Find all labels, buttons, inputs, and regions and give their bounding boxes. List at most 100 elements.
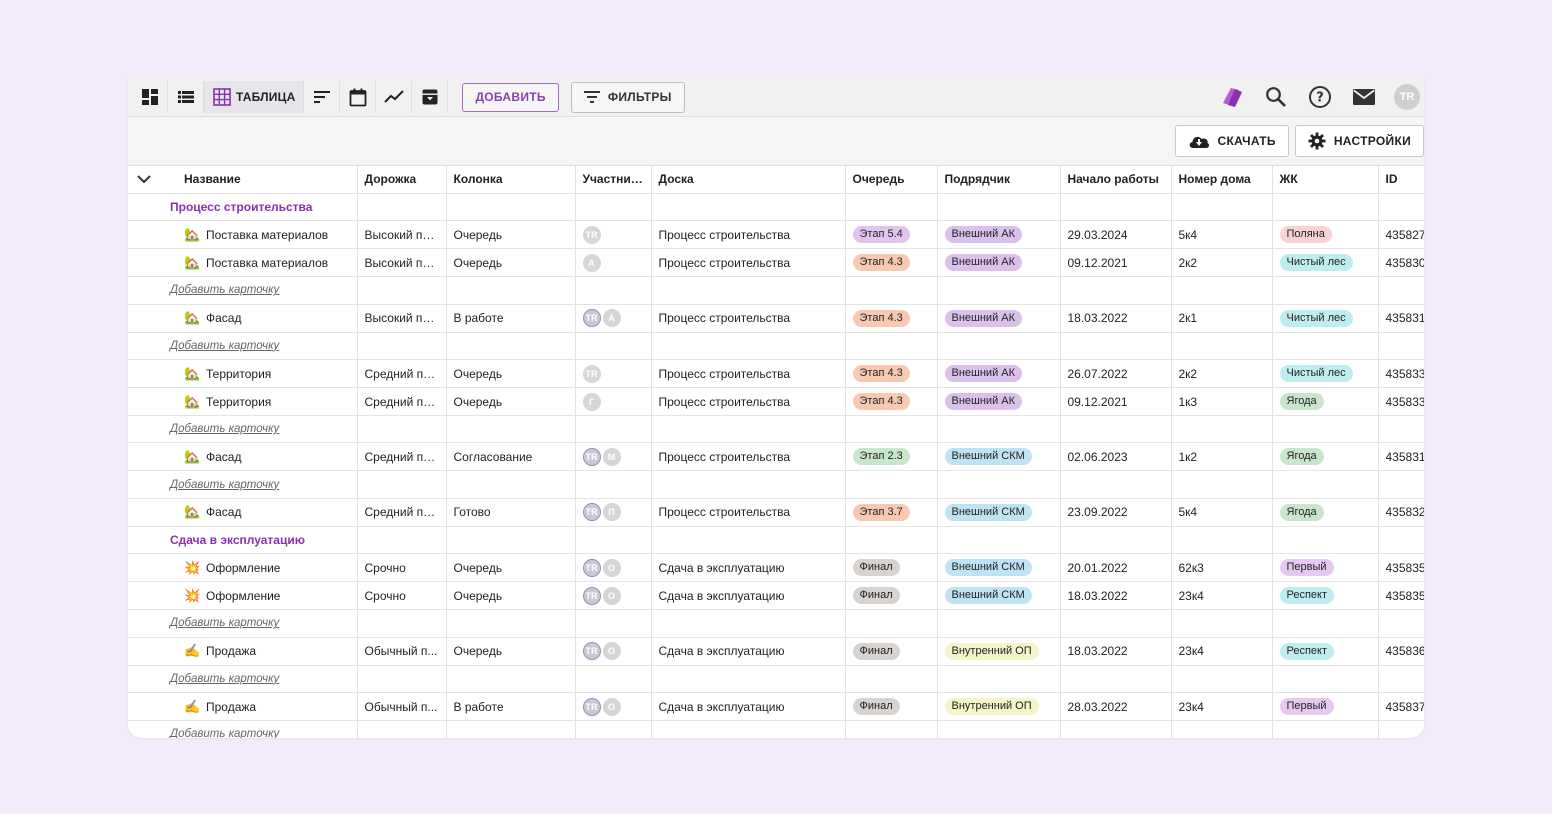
member-avatar[interactable]: П [602,503,621,522]
card-name-cell[interactable]: 💥 Оформление [128,554,356,581]
table-row[interactable]: 🏡 Территория Средний пр... Очередь TR Процесс… [128,359,1424,389]
add-card-link[interactable]: Добавить карточку [128,470,358,499]
add-card-link[interactable]: Добавить карточку [128,276,358,305]
col-header-name-label: Название [184,172,241,187]
add-card-link[interactable]: Добавить карточку [128,665,358,694]
member-avatar[interactable]: O [602,586,621,605]
filters-button[interactable]: ФИЛЬТРЫ [570,81,685,113]
add-card-link[interactable]: Добавить карточку [128,332,358,361]
complex-badge: Респект [1279,642,1335,660]
empty-cell [357,665,447,694]
card-name-cell[interactable]: 🏡 Поставка материалов [128,221,356,248]
view-calendar-button[interactable] [340,81,377,113]
table-row[interactable]: 🏡 Фасад Средний пр... Готово TR П Процесс стро… [128,498,1424,527]
card-name[interactable]: Фасад [206,449,242,464]
col-header-lane[interactable]: Дорожка [357,166,447,194]
col-header-house[interactable]: Номер дома [1171,166,1273,194]
col-header-id[interactable]: ID [1378,166,1424,194]
view-list-button[interactable] [168,81,204,113]
card-name-cell[interactable]: 🏡 Фасад [128,305,356,332]
view-archive-button[interactable] [412,81,449,113]
help-button[interactable]: ? [1306,81,1334,113]
table-row[interactable]: 🏡 Территория Средний пр... Очередь Г Процесс … [128,387,1424,417]
card-name-cell[interactable]: ✍️ Продажа [128,638,356,665]
member-avatar[interactable]: TR [582,364,601,383]
card-name-cell[interactable]: 🏡 Поставка материалов [128,249,356,276]
member-avatar[interactable]: TR [582,447,601,466]
card-name-cell[interactable]: 💥 Оформление [128,582,356,609]
col-header-start[interactable]: Начало работы [1060,166,1172,194]
view-dashboard-button[interactable] [132,81,168,113]
member-avatar[interactable]: TR [582,558,601,577]
card-name[interactable]: Продажа [206,699,257,714]
col-header-board[interactable]: Доска [651,166,846,194]
table-row[interactable]: ✍️ Продажа Обычный п... Очередь TR O Сдача в э… [128,637,1424,666]
member-avatar[interactable]: TR [582,309,601,328]
empty-cell [1378,415,1424,444]
table-row[interactable]: 💥 Оформление Срочно Очередь TR O Сдача в экспл… [128,553,1424,583]
view-chart-button[interactable] [376,81,413,113]
table-row[interactable]: 🏡 Фасад Высокий пр... В работе TR A Процесс ст… [128,304,1424,333]
member-avatar[interactable]: TR [582,642,601,661]
member-avatar[interactable]: TR [582,697,601,716]
group-row[interactable]: Процесс строительства [128,193,1424,222]
table-row[interactable]: ✍️ Продажа Обычный п... В работе TR O Сдача в … [128,692,1424,722]
card-name[interactable]: Поставка материалов [206,255,329,270]
add-card-link[interactable]: Добавить карточку [128,415,358,444]
member-avatar[interactable]: O [602,558,621,577]
user-avatar[interactable]: TR [1394,84,1420,110]
card-name[interactable]: Поставка материалов [206,227,329,242]
table-row[interactable]: 🏡 Фасад Средний пр... Согласование TR M Процес… [128,442,1424,472]
messages-button[interactable] [1350,81,1378,113]
group-row[interactable]: Сдача в эксплуатацию [128,526,1424,555]
member-avatar[interactable]: A [602,309,621,328]
table-row[interactable]: 🏡 Поставка материалов Высокий пр... Очередь… [128,220,1424,250]
search-button[interactable] [1262,81,1290,113]
table-row[interactable]: 🏡 Поставка материалов Высокий пр... Очередь… [128,248,1424,278]
col-header-contractor[interactable]: Подрядчик [937,166,1061,194]
card-name-cell[interactable]: ✍️ Продажа [128,693,356,720]
member-avatar[interactable]: TR [582,225,601,244]
card-name[interactable]: Фасад [206,311,242,326]
complex-cell: Поляна [1272,220,1379,250]
col-header-name[interactable]: Название [128,166,358,194]
view-sort-button[interactable] [304,81,341,113]
col-header-queue[interactable]: Очередь [845,166,938,194]
card-name[interactable]: Территория [206,394,272,409]
card-name-cell[interactable]: 🏡 Фасад [128,443,356,470]
chevron-down-icon[interactable] [136,171,152,187]
card-name-cell[interactable]: 🏡 Территория [128,360,356,387]
settings-button[interactable]: НАСТРОЙКИ [1294,125,1424,157]
member-avatar[interactable]: O [602,697,621,716]
member-avatar[interactable]: TR [582,503,601,522]
add-card-link[interactable]: Добавить карточку [128,720,358,738]
empty-cell [937,526,1061,555]
card-name-cell[interactable]: 🏡 Фасад [128,499,356,526]
member-avatar[interactable]: O [602,642,621,661]
group-title[interactable]: Сдача в эксплуатацию [128,526,358,555]
empty-cell [446,332,576,361]
tags-button[interactable] [1218,81,1246,113]
table-row[interactable]: 💥 Оформление Срочно Очередь TR O Сдача в экспл… [128,581,1424,611]
col-header-members[interactable]: Участники [575,166,652,194]
card-name[interactable]: Продажа [206,644,257,659]
col-header-column[interactable]: Колонка [446,166,576,194]
add-button[interactable]: ДОБАВИТЬ [462,82,559,112]
group-title[interactable]: Процесс строительства [128,193,358,222]
add-card-link[interactable]: Добавить карточку [128,609,358,638]
members-cell: TR П [575,498,652,527]
member-avatar[interactable]: A [582,253,601,272]
card-name-cell[interactable]: 🏡 Территория [128,388,356,415]
download-button[interactable]: СКАЧАТЬ [1174,125,1289,157]
card-name[interactable]: Оформление [206,588,281,603]
member-avatar[interactable]: M [602,447,621,466]
card-name[interactable]: Территория [206,366,272,381]
card-name[interactable]: Оформление [206,560,281,575]
column-cell: Очередь [446,387,576,417]
member-avatar[interactable]: Г [582,392,601,411]
view-table-button[interactable]: ТАБЛИЦА [204,81,305,113]
id-cell: 435833 [1378,387,1424,417]
card-name[interactable]: Фасад [206,505,242,520]
col-header-complex[interactable]: ЖК [1272,166,1379,194]
member-avatar[interactable]: TR [582,586,601,605]
